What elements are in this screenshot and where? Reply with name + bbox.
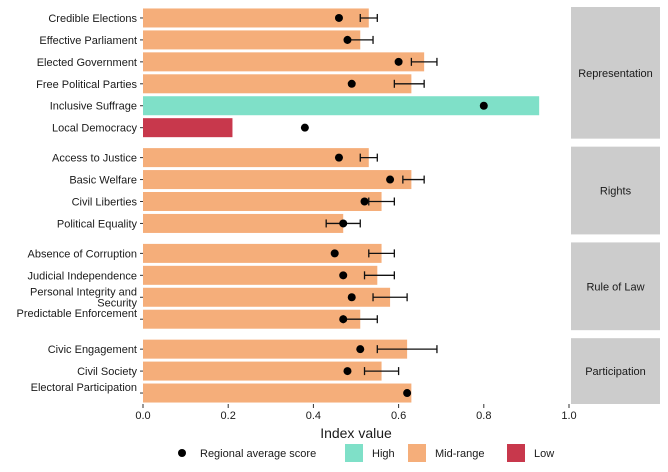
- error-bar: [359, 153, 378, 162]
- bar: [143, 309, 361, 329]
- row-label: Access to Justice: [52, 153, 137, 165]
- bar: [143, 287, 391, 307]
- bar: [143, 74, 412, 94]
- regional-average-point: [347, 79, 356, 88]
- regional-average-point: [347, 293, 356, 302]
- row-label: Local Democracy: [52, 123, 137, 135]
- regional-average-point: [334, 13, 343, 22]
- x-tick-label: 1.0: [561, 410, 576, 422]
- x-axis-title: Index value: [320, 425, 392, 441]
- row-label: Predictable Enforcement: [17, 308, 137, 320]
- legend-swatch: [408, 444, 426, 462]
- row-label: Civil Society: [77, 366, 137, 378]
- legend-point-icon: [178, 449, 186, 457]
- regional-average-point: [403, 389, 412, 398]
- facet-strip: [571, 242, 660, 331]
- bar: [143, 52, 425, 72]
- regional-average-point: [300, 123, 309, 132]
- legend-label: Low: [534, 448, 554, 460]
- row-label: Political Equality: [57, 218, 138, 230]
- row-label-line: Predictable Enforcement: [17, 308, 137, 320]
- legend-label: High: [372, 448, 395, 460]
- regional-average-point: [330, 249, 339, 258]
- facet-strip: [571, 146, 660, 235]
- row-label: Electoral Participation: [31, 382, 137, 394]
- error-bar: [372, 293, 408, 302]
- error-bar: [363, 367, 400, 376]
- row-label-line: Security: [97, 297, 137, 309]
- row-label: Basic Welfare: [69, 175, 137, 187]
- x-tick-label: 0.8: [476, 410, 491, 422]
- bar: [143, 265, 378, 285]
- facet-label: Participation: [585, 366, 646, 378]
- regional-average-point: [386, 175, 395, 184]
- error-bar: [376, 345, 438, 354]
- chart-panels: Representation Credible Elections Effectiv…: [17, 7, 660, 404]
- row-label: Credible Elections: [48, 13, 137, 25]
- regional-average-point: [339, 271, 348, 280]
- bar: [143, 192, 382, 211]
- row-label-line: Personal Integrity and: [30, 286, 137, 298]
- error-bar: [363, 271, 395, 280]
- row-label: Inclusive Suffrage: [50, 101, 137, 113]
- panel-rule-of-law: Rule of Law Absence of Corruption Judicial…: [17, 242, 660, 331]
- panel-participation: Participation Civic Engagement Civil Socie…: [31, 338, 660, 404]
- x-axis: 0.0 0.2 0.4 0.6 0.8 1.0: [135, 404, 577, 422]
- regional-average-point: [356, 345, 365, 354]
- error-bar: [368, 197, 395, 206]
- bar: [143, 361, 382, 381]
- bar: [143, 96, 540, 116]
- regional-average-point: [343, 35, 352, 44]
- row-label: Civil Liberties: [72, 197, 138, 209]
- error-bar: [368, 249, 395, 258]
- row-label: Civic Engagement: [48, 344, 137, 356]
- x-tick-label: 0.2: [221, 410, 236, 422]
- panel-rights: Rights Access to Justice Basic Welfare Civi…: [52, 146, 660, 235]
- regional-average-point: [343, 367, 352, 376]
- legend: Regional average score High Mid-range Low: [178, 444, 554, 462]
- legend-label: Regional average score: [200, 448, 316, 460]
- row-label-line: Electoral Participation: [31, 382, 137, 394]
- row-label: Effective Parliament: [39, 35, 137, 47]
- regional-average-point: [339, 219, 348, 228]
- facet-label: Representation: [578, 68, 653, 80]
- bar: [143, 8, 369, 28]
- regional-average-point: [360, 197, 369, 206]
- bar: [143, 30, 361, 50]
- row-label: Elected Government: [37, 57, 137, 69]
- bar: [143, 170, 412, 190]
- error-bar: [410, 57, 438, 66]
- x-tick-label: 0.0: [135, 410, 150, 422]
- bar: [143, 213, 344, 233]
- facet-strip: [571, 7, 660, 139]
- x-tick-label: 0.6: [391, 410, 406, 422]
- regional-average-point: [479, 101, 488, 110]
- bar: [143, 339, 408, 359]
- regional-average-point: [339, 315, 348, 324]
- legend-swatch: [507, 444, 525, 462]
- x-tick-label: 0.4: [306, 410, 321, 422]
- row-label: Personal Integrity and Security: [30, 286, 138, 309]
- row-label: Judicial Independence: [28, 270, 137, 282]
- error-bar: [393, 79, 425, 88]
- facet-label: Rule of Law: [586, 281, 644, 293]
- bar: [143, 148, 369, 168]
- row-label: Free Political Parties: [36, 79, 137, 91]
- facet-strip: [571, 338, 660, 404]
- bar: [143, 383, 412, 403]
- bar: [143, 243, 382, 263]
- bar: [143, 118, 233, 138]
- regional-average-point: [334, 153, 343, 162]
- legend-swatch: [345, 444, 363, 462]
- legend-label: Mid-range: [435, 448, 485, 460]
- error-bar: [359, 13, 378, 22]
- facet-label: Rights: [600, 186, 632, 198]
- regional-average-point: [394, 57, 403, 66]
- row-label: Absence of Corruption: [28, 248, 137, 260]
- error-bar: [402, 175, 425, 184]
- panel-representation: Representation Credible Elections Effectiv…: [36, 7, 660, 139]
